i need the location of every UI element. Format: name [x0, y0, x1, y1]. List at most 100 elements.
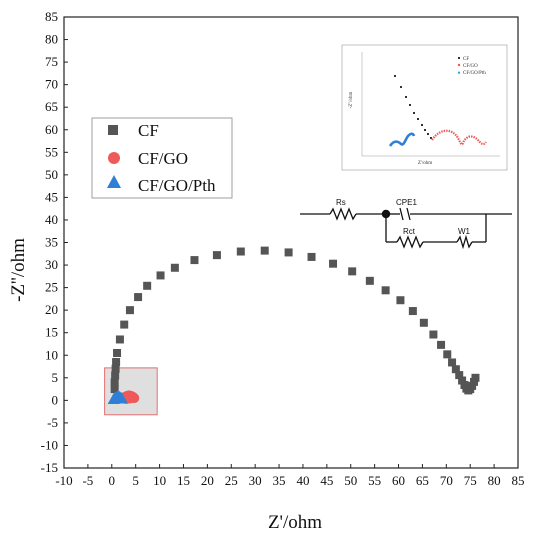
- inset-legend-cf: CF: [463, 57, 469, 62]
- x-tick-label: 15: [177, 473, 190, 488]
- y-tick-label: 15: [45, 325, 58, 340]
- x-tick-label: 85: [512, 473, 525, 488]
- x-tick-label: 10: [153, 473, 166, 488]
- legend-label-cf-go-pth: CF/GO/Pth: [138, 176, 216, 195]
- data-point-cf: [451, 365, 460, 374]
- cpe-plate-2: [406, 207, 411, 221]
- inset-cf-go-pth-curve: [388, 132, 416, 147]
- data-point-cf: [112, 358, 121, 367]
- inset-cf-points: [394, 75, 432, 139]
- x-tick-label: 25: [225, 473, 238, 488]
- x-tick-label: -10: [55, 473, 72, 488]
- data-point-cf: [419, 318, 428, 327]
- legend-label-cf-go: CF/GO: [138, 149, 188, 168]
- data-point-cf: [448, 358, 457, 367]
- data-point-cf: [348, 267, 357, 276]
- data-point-cf: [429, 330, 438, 339]
- x-tick-label: 60: [392, 473, 405, 488]
- x-tick-label: 5: [132, 473, 139, 488]
- resistor-rs: [329, 207, 357, 221]
- data-point-cf: [110, 378, 119, 387]
- data-point-cf: [284, 248, 293, 257]
- y-tick-label: 60: [45, 122, 58, 137]
- data-point-cf: [307, 252, 316, 261]
- series-layer: [107, 246, 480, 404]
- data-point-cf: [260, 246, 269, 255]
- inset-y-label: -Z''/ohm: [349, 91, 354, 108]
- axes: [63, 16, 519, 469]
- y-tick-labels: -15 -10 -5 0 5 10 15 20 25 30 35 40 45 50 55 60 65 70 75 80…: [41, 9, 58, 475]
- series-cf-go-pth: [107, 390, 128, 404]
- circuit-label-rct: Rct: [403, 227, 416, 236]
- data-point-cf: [329, 259, 338, 268]
- y-axis-label: -Z''/ohm: [8, 238, 29, 302]
- data-point-cf: [113, 348, 122, 357]
- legend-marker-cf-go: [108, 152, 120, 164]
- inset-frame: [341, 44, 508, 171]
- inset-cf-go-curve: [431, 129, 487, 146]
- data-point-cf-go-pth: [111, 392, 124, 404]
- data-point-cf: [236, 247, 245, 256]
- data-point-cf: [381, 286, 390, 295]
- data-point-cf: [468, 381, 477, 390]
- data-point-cf-go: [124, 393, 135, 404]
- y-tick-label: 35: [45, 235, 58, 250]
- data-point-cf: [470, 377, 479, 386]
- x-tick-label: 0: [109, 473, 116, 488]
- y-tick-label: 80: [45, 32, 58, 47]
- inset-legend-cf-go: CF/GO: [463, 64, 478, 69]
- x-tick-label: 55: [368, 473, 381, 488]
- legend-label-cf: CF: [138, 121, 159, 140]
- y-tick-label: 40: [45, 212, 58, 227]
- data-point-cf: [111, 364, 120, 373]
- equivalent-circuit: Rs CPE1 Rct W1: [300, 198, 512, 250]
- y-tick-label: 10: [45, 347, 58, 362]
- y-tick-label: 70: [45, 77, 58, 92]
- circuit-label-rs: Rs: [336, 198, 346, 207]
- data-point-cf: [396, 296, 405, 305]
- x-tick-label: 45: [320, 473, 333, 488]
- circuit-label-w1: W1: [458, 227, 471, 236]
- y-tick-label: 20: [45, 302, 58, 317]
- data-point-cf: [437, 340, 446, 349]
- warburg-w1: [456, 234, 473, 250]
- y-tick-label: 30: [45, 257, 58, 272]
- data-point-cf: [190, 256, 199, 265]
- data-point-cf: [156, 271, 165, 280]
- x-tick-label: 65: [416, 473, 429, 488]
- y-tick-label: 75: [45, 54, 58, 69]
- data-point-cf: [455, 371, 464, 380]
- y-tick-label: -10: [41, 437, 58, 452]
- x-tick-label: 50: [344, 473, 357, 488]
- y-tick-label: 85: [45, 9, 58, 24]
- y-tick-label: 0: [52, 392, 59, 407]
- y-tick-label: 55: [45, 144, 58, 159]
- x-tick-label: 35: [273, 473, 286, 488]
- y-tick-label: 25: [45, 280, 58, 295]
- legend-marker-cf-go-pth: [107, 175, 121, 188]
- x-tick-label: 30: [249, 473, 262, 488]
- series-cf-go: [118, 390, 140, 404]
- series-cf: [110, 246, 480, 395]
- y-tick-label: -15: [41, 460, 58, 475]
- inset-legend: CF CF/GO CF/GO/Pth: [457, 57, 486, 76]
- data-point-cf: [110, 385, 119, 394]
- inset-legend-cf-go-pth: CF/GO/Pth: [463, 71, 486, 76]
- data-point-cf: [125, 306, 134, 315]
- inset-x-label: Z'/ohm: [418, 161, 432, 166]
- x-tick-label: 70: [440, 473, 453, 488]
- data-point-cf: [134, 293, 143, 302]
- y-tick-label: 65: [45, 99, 58, 114]
- cpe-plate-1: [399, 207, 404, 221]
- x-tick-label: 20: [201, 473, 214, 488]
- y-tick-label: 5: [52, 370, 59, 385]
- y-tick-label: 50: [45, 167, 58, 182]
- data-point-cf: [120, 320, 129, 329]
- data-point-cf: [365, 276, 374, 285]
- data-point-cf: [443, 350, 452, 359]
- data-point-cf: [115, 335, 124, 344]
- x-tick-labels: -10 -5 0 5 10 15 20 25 30 35 40 45 50 55 60 65 70 75 80 85: [55, 473, 524, 488]
- resistor-rct: [396, 235, 424, 249]
- y-tick-label: 45: [45, 189, 58, 204]
- y-tick-label: -5: [47, 415, 58, 430]
